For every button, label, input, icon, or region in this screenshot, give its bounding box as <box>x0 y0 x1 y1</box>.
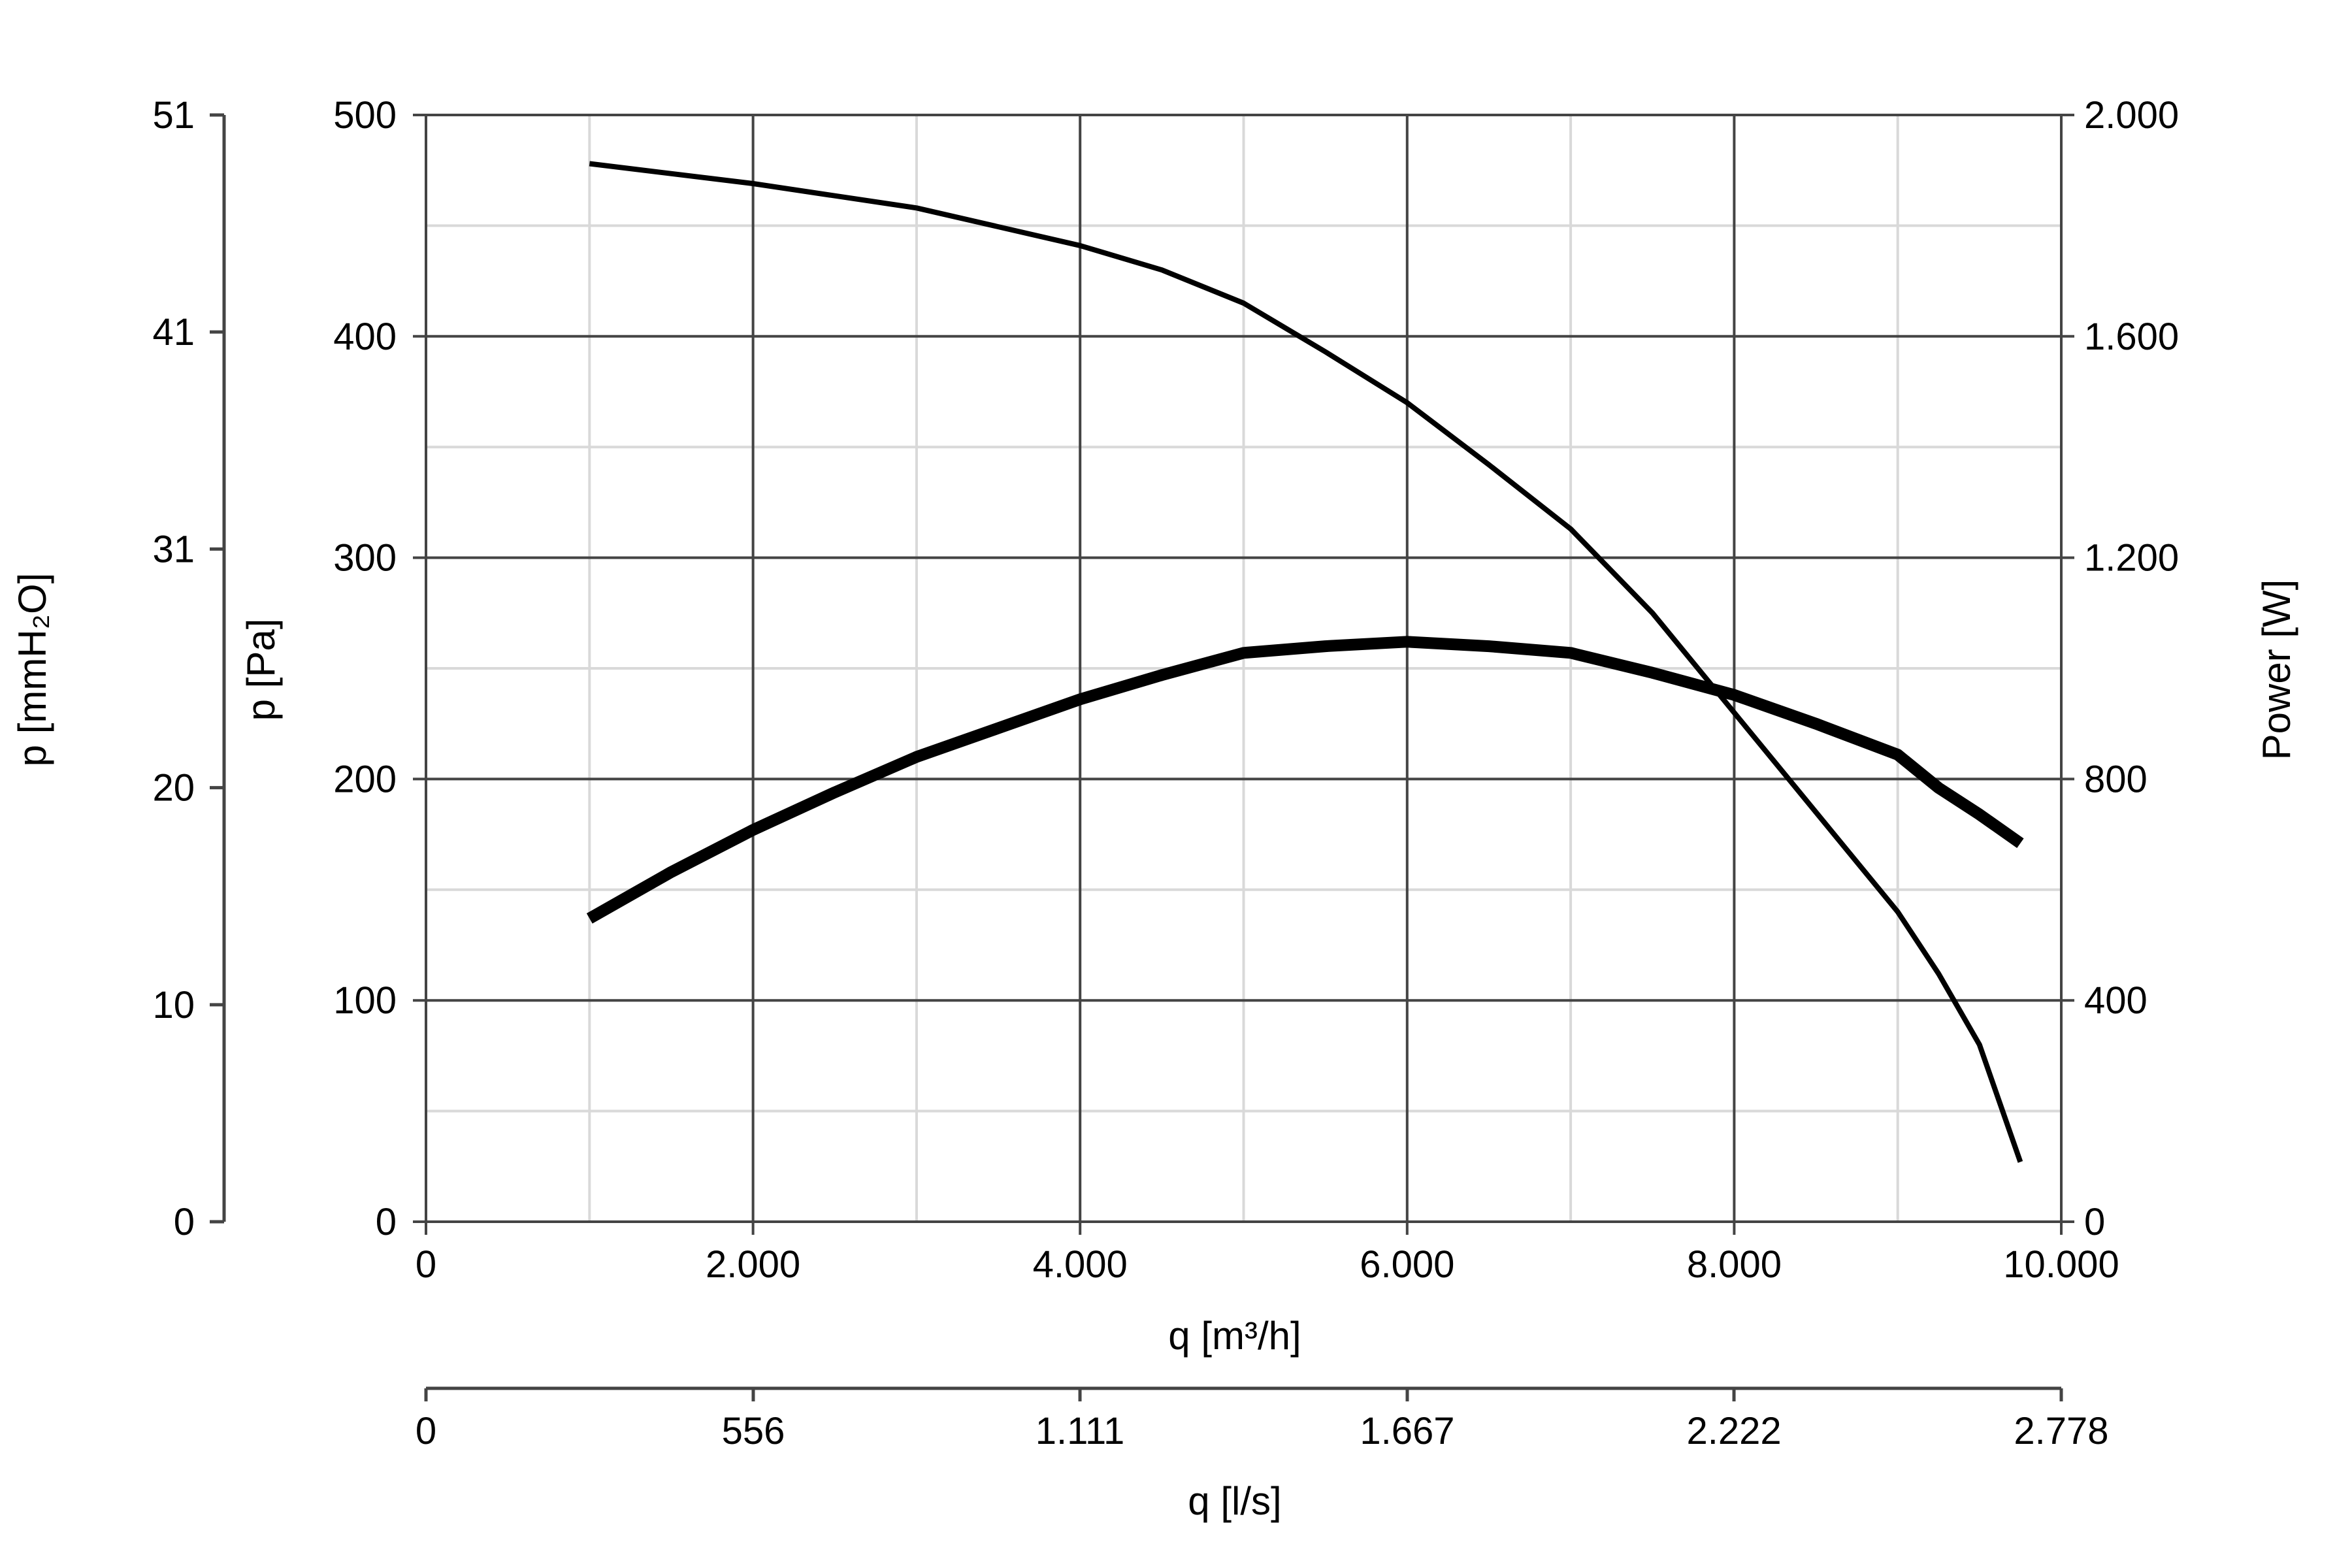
x-tick-label: 4.000 <box>1033 1243 1128 1286</box>
data-curves <box>586 161 2024 1163</box>
minor-gridlines <box>426 115 2061 1222</box>
y-left-tick-label: 100 <box>333 979 397 1022</box>
x-tick-label: 0 <box>416 1243 436 1286</box>
y-right-tick-label: 400 <box>2084 979 2148 1022</box>
axes <box>210 113 2074 1401</box>
y-outer-tick-label: 51 <box>152 94 195 137</box>
power-curve <box>586 636 2024 924</box>
y-outer-tick-label: 0 <box>174 1201 195 1243</box>
y-outer-tick-label: 20 <box>152 767 195 809</box>
y-outer-tick-label: 31 <box>152 528 195 570</box>
x-secondary-tick-label: 0 <box>416 1410 436 1452</box>
y-right-tick-label: 1.600 <box>2084 316 2179 358</box>
y-left-tick-label: 500 <box>333 94 397 137</box>
x-secondary-tick-label: 1.667 <box>1360 1410 1454 1452</box>
axis-titles: q [m³/h] q [l/s] p [Pa] p [mmH₂O] Power … <box>10 573 2298 1523</box>
y-outer-tick-label: 41 <box>152 311 195 353</box>
x-tick-label: 10.000 <box>2003 1243 2119 1286</box>
y-left-tick-label: 200 <box>333 758 397 800</box>
major-gridlines <box>425 114 2063 1223</box>
pressure-curve <box>589 161 2023 1163</box>
y-right-tick-label: 0 <box>2084 1201 2105 1243</box>
y-axis-right-title: Power [W] <box>2255 580 2298 760</box>
y-axis-left-outer-title: p [mmH₂O] <box>10 573 54 767</box>
y-left-tick-label: 300 <box>333 537 397 580</box>
x-axis-title: q [m³/h] <box>1168 1314 1301 1358</box>
x-secondary-tick-label: 556 <box>722 1410 785 1452</box>
y-outer-tick-label: 10 <box>152 984 195 1026</box>
x-tick-label: 2.000 <box>706 1243 800 1286</box>
y-right-tick-label: 2.000 <box>2084 94 2179 137</box>
y-left-tick-label: 400 <box>333 316 397 358</box>
y-right-tick-label: 1.200 <box>2084 537 2179 580</box>
x-secondary-tick-label: 1.111 <box>1036 1410 1125 1452</box>
y-left-tick-label: 0 <box>376 1201 397 1243</box>
x-secondary-tick-label: 2.778 <box>2014 1410 2108 1452</box>
y-right-tick-label: 800 <box>2084 758 2148 800</box>
x-tick-label: 6.000 <box>1360 1243 1454 1286</box>
x-axis-secondary-title: q [l/s] <box>1188 1479 1281 1523</box>
x-secondary-tick-label: 2.222 <box>1686 1410 1781 1452</box>
y-axis-left-title: p [Pa] <box>239 619 283 721</box>
x-tick-label: 8.000 <box>1687 1243 1782 1286</box>
